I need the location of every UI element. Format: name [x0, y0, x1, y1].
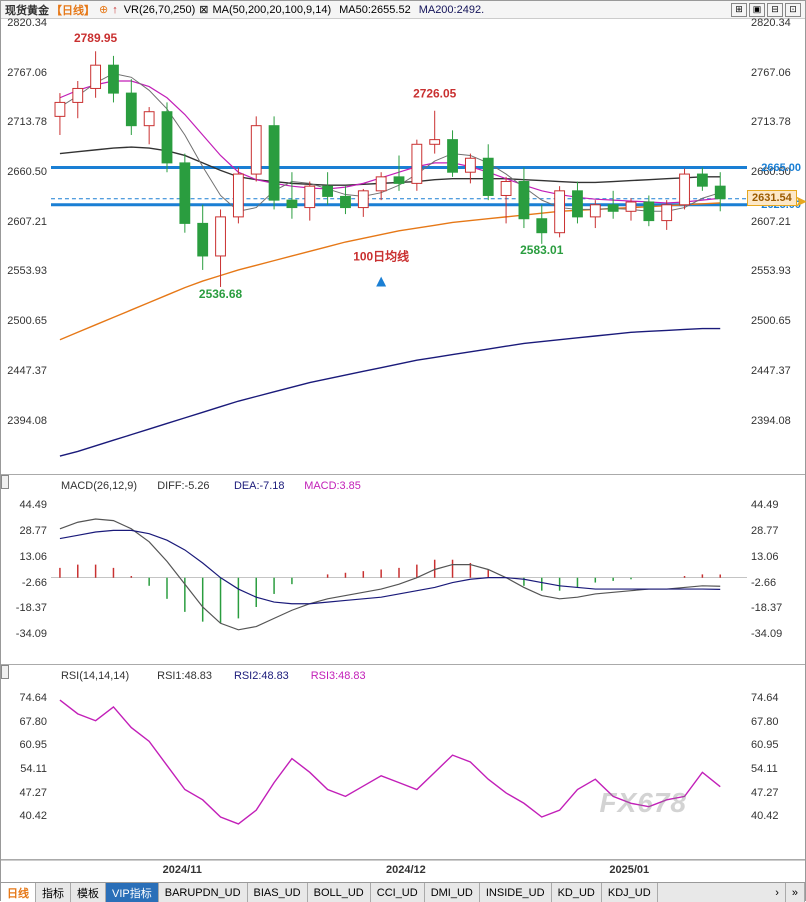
svg-text:MACD(26,12,9): MACD(26,12,9): [61, 480, 137, 492]
macd-y-axis-left: 44.4928.7713.06-2.66-18.37-34.09: [1, 475, 51, 664]
svg-text:RSI2:48.83: RSI2:48.83: [234, 670, 289, 682]
ma-params: (50,200,20,100,9,14): [229, 4, 331, 16]
watermark: FX678: [600, 787, 688, 819]
rsi-y-axis-left: 74.6467.8060.9554.1147.2740.42: [1, 665, 51, 859]
ma200-label: MA200:: [419, 4, 457, 16]
tool-icon-1[interactable]: ⊞: [731, 3, 747, 17]
vr-label: VR: [124, 4, 139, 16]
x-tick: 2025/01: [609, 864, 649, 876]
ma-icon: ⊠: [199, 3, 208, 16]
tool-icon-4[interactable]: ⊡: [785, 3, 801, 17]
period-label: 【日线】: [51, 2, 95, 18]
header-tools: ⊞ ▣ ⊟ ⊡: [731, 3, 801, 17]
footer-tabs: 日线指标模板VIP指标BARUPDN_UDBIAS_UDBOLL_UDCCI_U…: [1, 882, 805, 902]
tool-icon-2[interactable]: ▣: [749, 3, 765, 17]
svg-text:RSI3:48.83: RSI3:48.83: [311, 670, 366, 682]
chart-container: 现货黄金 【日线】 ⊕ ↑ VR (26,70,250) ⊠ MA (50,20…: [0, 0, 806, 901]
tool-icon-3[interactable]: ⊟: [767, 3, 783, 17]
ma200-value: 2492.: [457, 4, 485, 16]
svg-text:2789.95: 2789.95: [74, 31, 118, 45]
ma50-value: 2655.52: [371, 4, 411, 16]
rsi-panel: 74.6467.8060.9554.1147.2740.42 RSI(14,14…: [1, 665, 805, 860]
footer-tab-vip[interactable]: VIP指标: [106, 883, 159, 902]
indicator-tab[interactable]: BARUPDN_UD: [159, 883, 248, 902]
svg-text:2583.01: 2583.01: [520, 243, 564, 257]
svg-text:MACD:3.85: MACD:3.85: [304, 480, 361, 492]
rsi-plot-area[interactable]: RSI(14,14,14) RSI1:48.83 RSI2:48.83 RSI3:48…: [51, 665, 747, 859]
indicator-tab[interactable]: KDJ_UD: [602, 883, 658, 902]
price-y-axis-right: 2820.342767.062713.782660.502607.212553.…: [747, 19, 805, 474]
scroll-arrow[interactable]: ›: [769, 883, 786, 902]
scroll-arrow[interactable]: »: [786, 883, 805, 902]
ma-label: MA: [212, 4, 229, 16]
macd-y-axis-right: 44.4928.7713.06-2.66-18.37-34.09: [747, 475, 805, 664]
svg-text:100日均线: 100日均线: [353, 249, 409, 264]
ma50-label: MA50:: [339, 4, 371, 16]
current-price-tag: 2631.54: [747, 190, 797, 206]
chart-header: 现货黄金 【日线】 ⊕ ↑ VR (26,70,250) ⊠ MA (50,20…: [1, 1, 805, 19]
svg-text:RSI1:48.83: RSI1:48.83: [157, 670, 212, 682]
svg-text:RSI(14,14,14): RSI(14,14,14): [61, 670, 129, 682]
indicator-tab[interactable]: CCI_UD: [371, 883, 425, 902]
svg-text:2536.68: 2536.68: [199, 287, 243, 301]
period-tab[interactable]: 日线: [1, 883, 36, 902]
svg-text:DEA:-7.18: DEA:-7.18: [234, 480, 285, 492]
macd-plot-area[interactable]: MACD(26,12,9) DIFF:-5.26 DEA:-7.18 MACD:3.8…: [51, 475, 747, 664]
footer-tab-指标[interactable]: 指标: [36, 883, 71, 902]
x-axis: 2024/11 2024/12 2025/01: [1, 860, 805, 882]
arrow-up-icon: ↑: [112, 4, 118, 16]
indicator-tab[interactable]: BOLL_UD: [308, 883, 371, 902]
macd-panel: 44.4928.7713.06-2.66-18.37-34.09 MACD(26…: [1, 475, 805, 665]
indicator-tab[interactable]: DMI_UD: [425, 883, 480, 902]
price-plot-area[interactable]: 2789.95 2726.05 2536.68 2583.01 100日均线: [51, 19, 747, 474]
x-tick: 2024/12: [386, 864, 426, 876]
vr-params: (26,70,250): [139, 4, 195, 16]
indicator-tab[interactable]: KD_UD: [552, 883, 602, 902]
x-tick: 2024/11: [163, 864, 202, 876]
price-y-axis-left: 2820.342767.062713.782660.502607.212553.…: [1, 19, 51, 474]
svg-text:DIFF:-5.26: DIFF:-5.26: [157, 480, 209, 492]
symbol-name: 现货黄金: [5, 2, 49, 18]
indicator-tab[interactable]: BIAS_UD: [248, 883, 308, 902]
dir-icon: ⊕: [99, 3, 108, 16]
svg-text:2726.05: 2726.05: [413, 87, 457, 101]
indicator-tab[interactable]: INSIDE_UD: [480, 883, 552, 902]
price-panel: 2820.342767.062713.782660.502607.212553.…: [1, 19, 805, 475]
rsi-y-axis-right: 74.6467.8060.9554.1147.2740.42: [747, 665, 805, 859]
footer-tab-模板[interactable]: 模板: [71, 883, 106, 902]
